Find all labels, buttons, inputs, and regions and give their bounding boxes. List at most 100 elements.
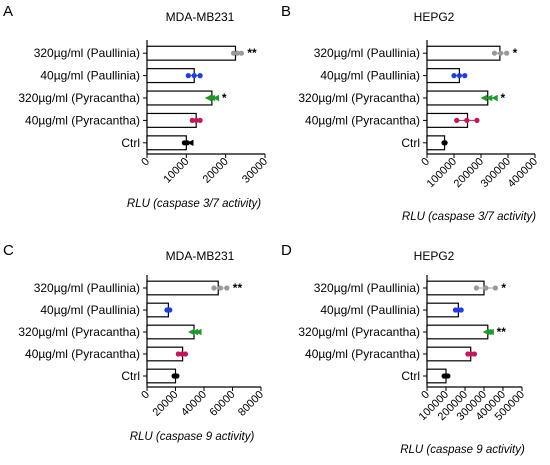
category-label: 40µg/ml (Pyracantha) [25, 113, 140, 127]
category-label: 40µg/ml (Pyracantha) [305, 113, 420, 127]
chart-title: HEPG2 [413, 249, 455, 263]
data-point [230, 50, 237, 56]
data-point [211, 285, 217, 291]
category-label: 40µg/ml (Paullinia) [40, 303, 140, 317]
x-tick-label: 400000 [506, 156, 540, 190]
category-label: 320µg/ml (Pyracantha) [18, 325, 140, 339]
x-tick-label: 60000 [208, 389, 238, 419]
chart-a: 320µg/ml (Paullinia) ** 40µg/ml (Paullinia… [18, 40, 270, 210]
significance-marker: ** [497, 325, 507, 339]
data-point [474, 117, 480, 123]
panel-a: A MDA-MB231 320µg/ml (Paullinia) ** 40µg/m… [0, 0, 275, 232]
data-point [483, 285, 489, 291]
data-point [491, 94, 498, 102]
category-label: 40µg/ml (Pyracantha) [25, 347, 140, 361]
x-tick-label: 20000 [151, 389, 181, 419]
x-tick-label: 0 [139, 389, 152, 402]
bar [146, 90, 213, 106]
significance-marker: * [501, 91, 506, 105]
bar [146, 135, 187, 151]
data-point [487, 328, 494, 336]
x-tick-label: 80000 [236, 389, 266, 419]
panel-b: B HEPG2 320µg/ml (Paullinia) * 40µg/ml (Pa… [275, 0, 550, 232]
data-point [504, 50, 510, 56]
data-point [234, 50, 241, 56]
data-point [175, 351, 181, 357]
data-point [462, 73, 468, 79]
category-label: 320µg/ml (Pyracantha) [298, 325, 420, 339]
x-axis-label: RLU (caspase 3/7 activity) [127, 198, 261, 210]
data-point [187, 139, 194, 146]
data-point [485, 94, 493, 102]
category-label: Ctrl [401, 136, 420, 150]
x-tick-label: 0 [419, 389, 432, 402]
category-label: 320µg/ml (Paullinia) [34, 46, 140, 60]
data-point [197, 117, 203, 123]
significance-marker: ** [233, 281, 243, 295]
chart-d: 320µg/ml (Paullinia) * 40µg/ml (Paullinia)… [298, 275, 527, 456]
category-label: 320µg/ml (Paullinia) [314, 46, 420, 60]
category-label: Ctrl [121, 369, 140, 383]
bar [426, 45, 501, 61]
x-tick-label: 10000 [161, 156, 191, 186]
data-point [182, 351, 189, 357]
significance-marker: ** [247, 46, 257, 60]
x-tick-label: 20000 [201, 156, 231, 186]
data-point [174, 373, 180, 379]
category-label: 40µg/ml (Pyracantha) [305, 347, 420, 361]
data-point [492, 285, 498, 291]
x-axis-label: RLU (caspase 3/7 activity) [402, 211, 536, 223]
bar [146, 324, 195, 340]
significance-marker: * [513, 46, 518, 60]
bar [426, 346, 472, 362]
panel-c: C MDA-MB231 320µg/ml (Paullinia) ** 40µg/m… [0, 232, 275, 465]
bar [146, 280, 219, 296]
data-point [204, 94, 212, 102]
data-point [454, 117, 460, 123]
bar [426, 90, 489, 106]
significance-marker: * [501, 281, 506, 295]
x-tick-label: 0 [139, 156, 152, 169]
significance-marker: * [222, 91, 227, 105]
data-point [456, 73, 462, 79]
category-label: 40µg/ml (Paullinia) [40, 69, 140, 83]
category-label: 320µg/ml (Pyracantha) [18, 91, 140, 105]
data-point [497, 50, 504, 56]
data-point [187, 328, 195, 336]
x-tick-label: 30000 [240, 156, 270, 186]
chart-title: HEPG2 [413, 10, 455, 24]
x-axis-label: RLU (caspase 9 activity) [130, 431, 255, 443]
data-point [458, 307, 464, 313]
data-point [212, 94, 220, 102]
bar [146, 368, 177, 384]
bar [426, 324, 489, 340]
bar [146, 45, 237, 61]
data-point [471, 351, 478, 357]
chart-title: MDA-MB231 [165, 249, 235, 263]
data-point [191, 328, 198, 336]
x-axis-label: RLU (caspase 9 activity) [400, 444, 525, 456]
data-point [197, 73, 203, 79]
data-point [208, 94, 216, 102]
panel-letter: D [281, 242, 292, 259]
data-point [451, 73, 457, 79]
data-point [167, 307, 173, 313]
chart-b: 320µg/ml (Paullinia) * 40µg/ml (Paullinia)… [298, 40, 540, 223]
data-point [185, 73, 191, 79]
data-point [224, 285, 230, 291]
category-label: Ctrl [401, 369, 420, 383]
category-label: 320µg/ml (Pyracantha) [298, 91, 420, 105]
x-tick-label: 0 [419, 156, 432, 169]
data-point [442, 140, 448, 146]
chart-c: 320µg/ml (Paullinia) ** 40µg/ml (Paullinia… [18, 275, 266, 443]
panel-letter: A [3, 3, 14, 20]
chart-title: MDA-MB231 [165, 10, 235, 24]
panel-d: D HEPG2 320µg/ml (Paullinia) * 40µg/ml (Pa… [275, 232, 550, 465]
data-point [179, 351, 185, 357]
data-point [473, 285, 479, 291]
data-point [445, 373, 451, 379]
category-label: Ctrl [121, 136, 140, 150]
category-label: 320µg/ml (Paullinia) [314, 281, 420, 295]
data-point [191, 73, 197, 79]
category-label: 320µg/ml (Paullinia) [34, 281, 140, 295]
